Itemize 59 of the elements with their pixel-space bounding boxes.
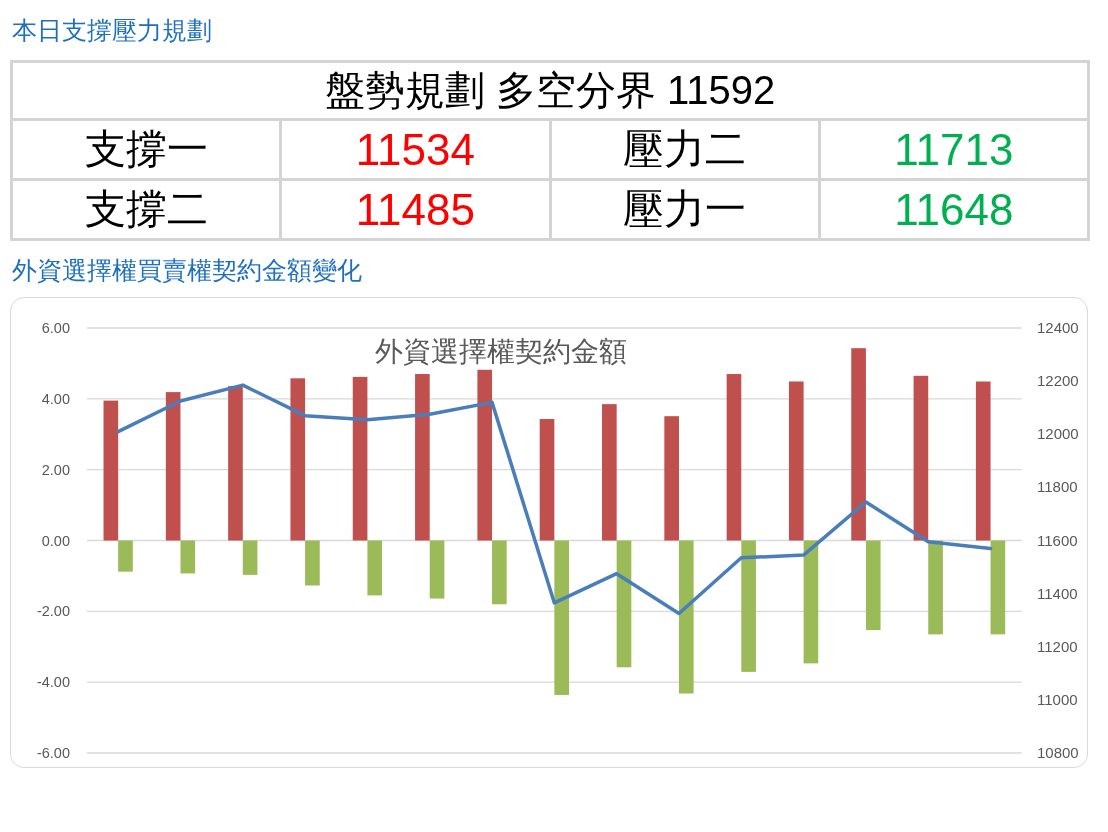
bar (788, 381, 804, 541)
y2-tick-label: 11200 (1037, 637, 1078, 655)
bar (539, 419, 555, 541)
y-tick-label: -6.00 (36, 745, 70, 761)
text: 壓力一 (623, 186, 747, 232)
y2-tick-label: 12000 (1037, 425, 1079, 443)
line-series (116, 383, 993, 616)
text: 本日支撐壓力規劃 (12, 15, 212, 45)
y2-tick-label: 11800 (1037, 478, 1078, 496)
y2-tick-label: 10800 (1037, 744, 1079, 761)
bar (803, 540, 819, 664)
bar (741, 540, 756, 672)
text: 盤勢規劃 多空分界 11592 (324, 68, 776, 112)
y-tick-label: 6.00 (41, 320, 70, 336)
y-tick-label: -2.00 (36, 603, 70, 620)
bar (242, 540, 258, 575)
bar (928, 540, 943, 635)
bar (865, 540, 881, 631)
bar (492, 540, 507, 605)
y2-tick-label: 11600 (1037, 531, 1078, 549)
bar (602, 404, 617, 541)
bar (664, 416, 679, 541)
bar (477, 369, 493, 541)
bar (554, 540, 569, 695)
y2-tick-label: 11400 (1037, 584, 1078, 602)
bar (352, 376, 368, 541)
bar (616, 540, 632, 668)
bar (851, 348, 866, 541)
y-tick-label: -4.00 (36, 674, 70, 691)
bar (913, 375, 929, 541)
bar (429, 540, 445, 599)
y-tick-label: 4.00 (41, 390, 70, 407)
text: 11485 (355, 184, 475, 234)
bar (990, 540, 1006, 635)
bar (103, 400, 119, 541)
y-tick-label: 0.00 (41, 532, 70, 549)
bar (180, 540, 196, 574)
text: 支撐一 (84, 126, 208, 172)
bar (415, 374, 430, 541)
bar (367, 540, 383, 596)
y2-tick-label: 12400 (1037, 319, 1079, 336)
text: 壓力二 (623, 126, 747, 172)
bar (118, 540, 133, 572)
text: 支撐二 (84, 186, 208, 232)
bar (228, 386, 243, 541)
bar (165, 392, 181, 541)
chart-title: 外資選擇權買賣權契約金額變化 (12, 256, 362, 284)
bar (975, 381, 991, 541)
text: 11713 (894, 124, 1014, 174)
text: 11648 (894, 184, 1014, 234)
text: 11534 (355, 124, 475, 174)
chart-subtitle: 外資選擇權契約金額 (375, 336, 627, 367)
bar (290, 378, 306, 541)
y-tick-label: 2.00 (41, 461, 70, 478)
bar (726, 374, 742, 541)
y2-tick-label: 11000 (1037, 690, 1078, 708)
bar (678, 540, 694, 694)
bar (305, 540, 320, 586)
y2-tick-label: 12200 (1037, 372, 1079, 390)
